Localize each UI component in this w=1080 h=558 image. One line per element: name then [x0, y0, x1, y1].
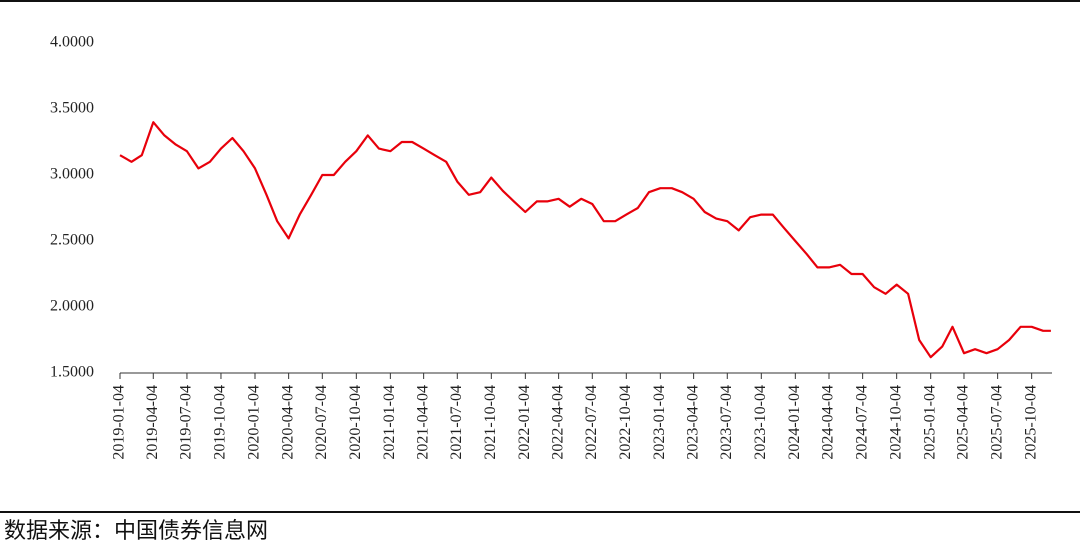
x-tick-label: 2019-01-04	[111, 385, 128, 460]
x-tick-label: 2021-10-04	[482, 385, 499, 460]
x-tick-label: 2021-01-04	[381, 385, 398, 460]
x-tick-label: 2025-04-04	[955, 385, 972, 460]
x-tick-label: 2022-10-04	[617, 385, 634, 460]
x-tick-label: 2023-10-04	[752, 385, 769, 460]
x-tick-label: 2024-10-04	[887, 385, 904, 460]
x-tick-label: 2022-07-04	[583, 385, 600, 460]
y-tick-label: 3.0000	[50, 166, 94, 183]
x-tick-label: 2019-04-04	[144, 385, 161, 460]
x-tick-label: 2022-01-04	[516, 385, 533, 460]
x-tick-label: 2025-10-04	[1022, 385, 1039, 460]
x-tick-label: 2024-04-04	[820, 385, 837, 460]
y-tick-label: 3.5000	[50, 100, 94, 117]
x-tick-label: 2025-07-04	[988, 385, 1005, 460]
x-tick-label: 2023-04-04	[684, 385, 701, 460]
x-tick-label: 2025-01-04	[921, 385, 938, 460]
y-tick-label: 1.5000	[50, 364, 94, 381]
x-tick-label: 2021-04-04	[414, 385, 431, 460]
y-tick-label: 4.0000	[50, 34, 94, 51]
x-tick-label: 2019-07-04	[178, 385, 195, 460]
y-tick-label: 2.0000	[50, 298, 94, 315]
yield-line	[119, 121, 1051, 359]
x-tick-label: 2024-07-04	[853, 385, 870, 460]
x-tick-label: 2020-04-04	[279, 385, 296, 460]
x-tick-label: 2021-07-04	[448, 385, 465, 460]
x-tick-label: 2020-10-04	[347, 385, 364, 460]
x-tick-label: 2020-01-04	[246, 385, 263, 460]
y-tick-label: 2.5000	[50, 232, 94, 249]
x-tick-label: 2019-10-04	[212, 385, 229, 460]
source-note: 数据来源：中国债券信息网	[4, 518, 268, 543]
x-tick-label: 2023-01-04	[651, 385, 668, 460]
x-tick-label: 2023-07-04	[718, 385, 735, 460]
x-tick-label: 2020-07-04	[313, 385, 330, 460]
x-tick-label: 2022-04-04	[549, 385, 566, 460]
x-tick-label: 2024-01-04	[786, 385, 803, 460]
